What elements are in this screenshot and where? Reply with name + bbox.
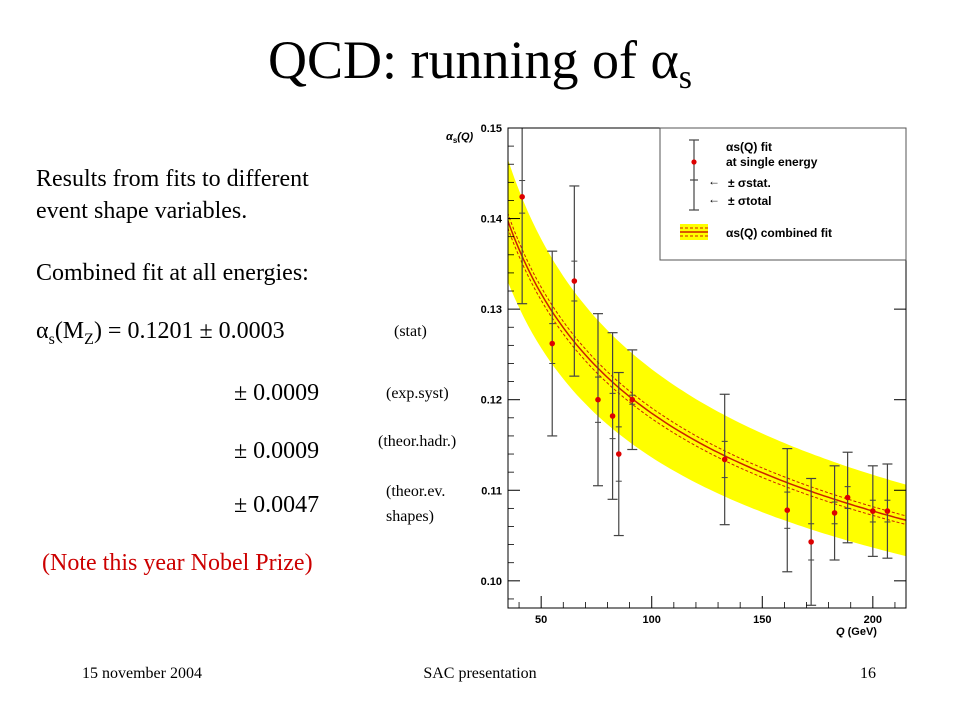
data-point-group <box>592 313 603 487</box>
legend-arrow-total-icon: ← <box>708 192 720 206</box>
data-point <box>615 451 622 457</box>
x-axis-label: Q (GeV) <box>836 626 877 638</box>
data-point-group <box>547 250 558 437</box>
data-point <box>519 194 525 200</box>
data-point <box>629 396 636 403</box>
x-tick-label: 50 <box>535 614 547 626</box>
legend-entry-stat: ± σstat. <box>728 176 771 190</box>
data-point-group <box>806 477 817 606</box>
data-point <box>721 456 728 463</box>
title-subscript: s <box>678 59 692 96</box>
legend-point-icon <box>691 159 697 165</box>
eq-sub-z: Z <box>84 331 94 348</box>
y-tick-label: 0.11 <box>481 485 502 497</box>
data-point <box>549 340 556 347</box>
y-tick-label: 0.13 <box>481 304 502 316</box>
label-stat: (stat) <box>394 323 427 340</box>
data-point <box>831 510 838 516</box>
combined-fit-lower-line <box>508 226 906 526</box>
data-point-group <box>613 371 624 537</box>
x-tick-label: 200 <box>864 614 882 626</box>
data-points <box>517 128 893 606</box>
data-point-group <box>517 128 528 305</box>
alpha-s-chart: 0.10 0.11 0.12 0.13 0.14 0.15 50 100 150 200 αs(Q… <box>446 123 907 638</box>
data-point-group <box>719 393 730 526</box>
data-point <box>844 494 851 501</box>
legend-entry-total: ± σtotal <box>728 194 771 208</box>
legend-entry-fit-line1: αs(Q) fit <box>726 140 772 154</box>
data-point-group <box>867 465 878 557</box>
data-point-group <box>782 448 793 573</box>
data-point <box>609 413 616 419</box>
text-line-combined-fit: Combined fit at all energies: <box>36 260 309 286</box>
axes: 0.10 0.11 0.12 0.13 0.14 0.15 50 100 150 200 <box>481 123 906 626</box>
data-point <box>808 539 814 545</box>
y-tick-label: 0.14 <box>481 214 503 226</box>
label-theorev-2: shapes) <box>386 508 434 525</box>
eq-paren-open: (M <box>54 318 85 344</box>
footer-date: 15 november 2004 <box>82 665 202 682</box>
title-alpha: α <box>650 30 679 90</box>
combined-fit-band <box>508 159 906 557</box>
y-axis-label: αs(Q) <box>446 131 474 145</box>
eq-rest: ) = 0.1201 ± 0.0003 <box>93 318 285 344</box>
x-tick-label: 150 <box>753 614 771 626</box>
data-point <box>870 508 876 514</box>
data-point-group <box>829 465 840 561</box>
data-point-group <box>607 332 618 500</box>
label-theorev-1: (theor.ev. <box>386 483 446 500</box>
title-text: QCD: running of <box>267 30 651 90</box>
data-point <box>784 507 791 513</box>
data-point-group <box>842 451 853 544</box>
label-expsyst: (exp.syst) <box>386 385 449 402</box>
nobel-note: (Note this year Nobel Prize) <box>42 550 313 576</box>
footer-page-number: 16 <box>860 665 876 682</box>
legend-arrow-stat-icon: ← <box>708 174 720 188</box>
error-expsyst: ± 0.0009 <box>234 380 320 406</box>
text-line-results: Results from fits to different <box>36 166 309 192</box>
data-point <box>595 396 601 403</box>
y-tick-label: 0.15 <box>481 123 502 135</box>
label-theorhadr: (theor.hadr.) <box>378 433 457 450</box>
footer-title: SAC presentation <box>423 665 537 682</box>
error-theorhadr: ± 0.0009 <box>234 438 320 464</box>
legend: αs(Q) fit at single energy ← ± σstat. ← … <box>659 127 907 261</box>
y-tick-label: 0.10 <box>481 576 502 588</box>
eq-alpha: α <box>36 318 49 344</box>
y-tick-label: 0.12 <box>481 395 502 407</box>
legend-entry-combined: αs(Q) combined fit <box>726 226 832 240</box>
data-point-group <box>882 463 893 559</box>
slide-title: QCD: running of αs <box>0 28 960 110</box>
data-point-group <box>627 349 638 451</box>
eq-sub-s: s <box>48 331 55 348</box>
data-point-group <box>569 185 580 377</box>
x-tick-label: 100 <box>643 614 661 626</box>
alpha-equation: αs(MZ) = 0.1201 ± 0.0003 <box>36 316 285 355</box>
data-point <box>571 278 578 284</box>
error-theorev: ± 0.0047 <box>234 492 320 518</box>
text-line-event-shape: event shape variables. <box>36 198 248 224</box>
data-point <box>884 508 891 514</box>
legend-box <box>659 127 907 261</box>
legend-entry-fit-line2: at single energy <box>726 155 818 169</box>
combined-fit-upper-line <box>508 212 906 517</box>
